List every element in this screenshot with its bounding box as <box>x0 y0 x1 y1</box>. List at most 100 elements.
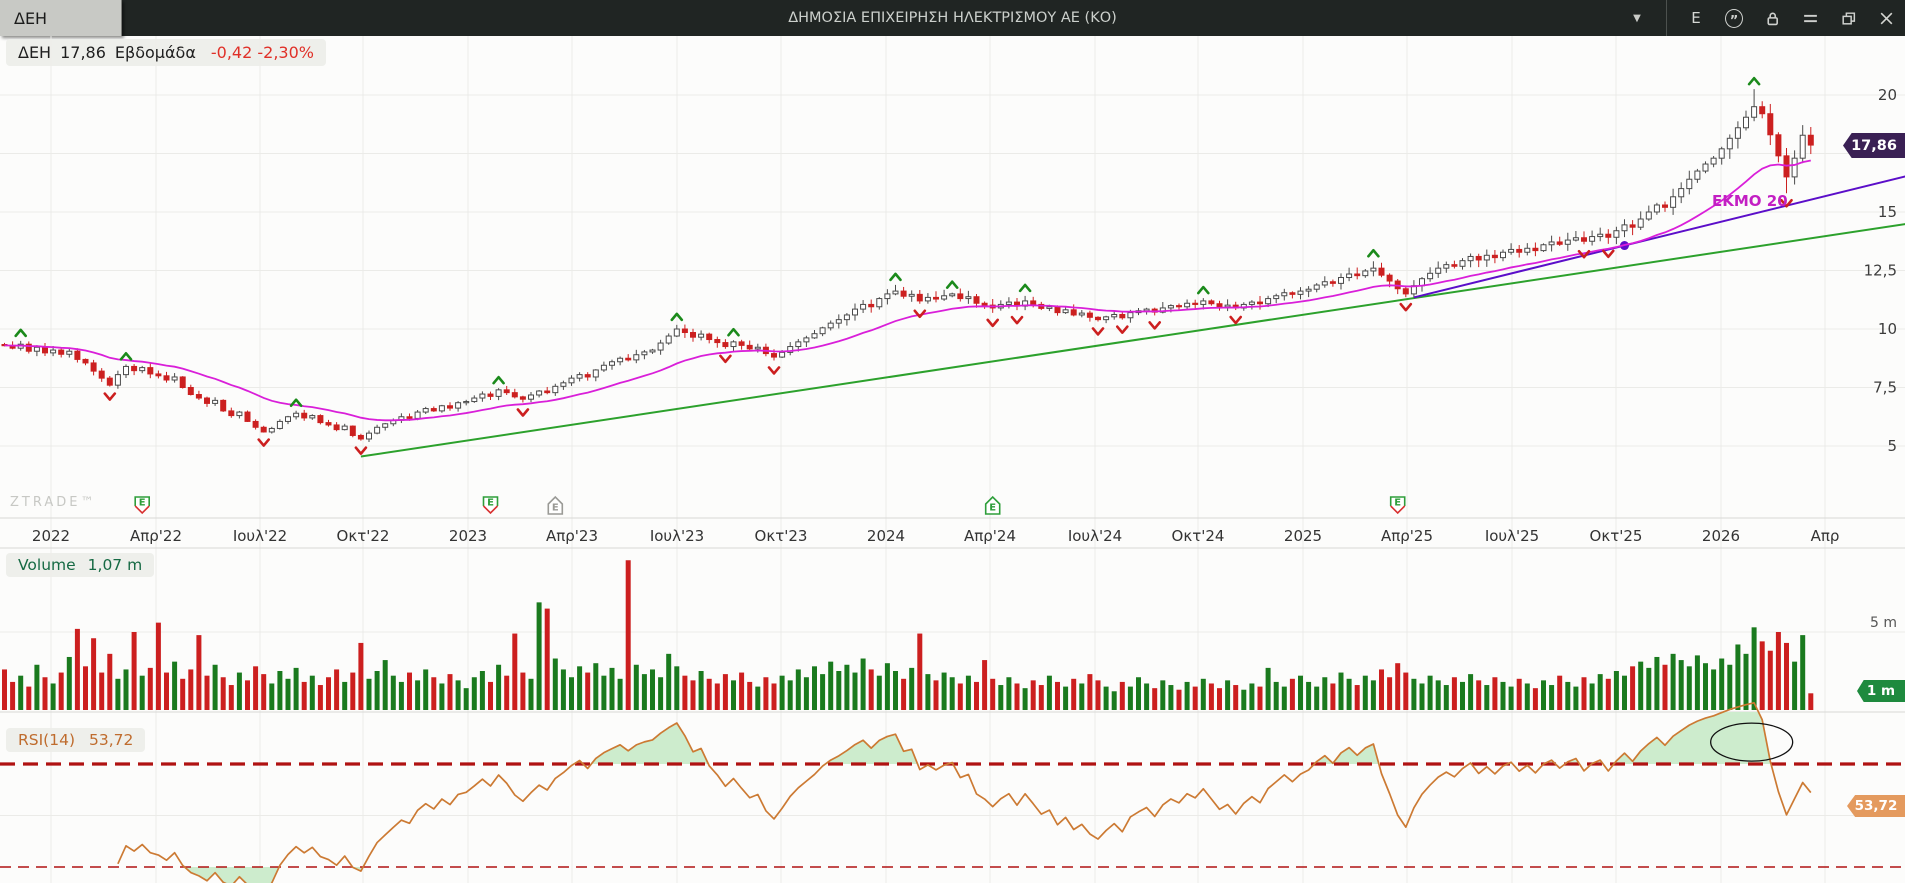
volume-bar <box>1192 686 1198 710</box>
legend-period[interactable]: Εβδομάδα <box>114 43 196 62</box>
candle-body <box>325 422 332 426</box>
volume-bar <box>593 663 599 710</box>
candle-body <box>341 425 348 431</box>
volume-bar <box>1751 627 1757 710</box>
event-marker-icon[interactable]: E <box>134 496 150 515</box>
volume-bar <box>1217 688 1222 710</box>
volume-bar <box>828 661 834 710</box>
volume-bar <box>415 680 421 710</box>
volume-bar <box>803 677 809 710</box>
candle-body <box>1070 309 1077 316</box>
candle-body <box>204 397 210 404</box>
volume-bar <box>1630 666 1636 710</box>
candle-body <box>301 412 308 419</box>
price-axis-label: 10 <box>1878 320 1897 338</box>
event-letter: E <box>1394 498 1401 509</box>
candle-body <box>33 346 40 352</box>
candle-body <box>309 415 316 419</box>
volume-bar <box>1046 675 1052 710</box>
candle-body <box>1329 281 1336 284</box>
candle-body <box>252 420 259 428</box>
fractal-down-icon <box>1602 249 1615 259</box>
candle-body <box>1265 298 1272 305</box>
candle-body <box>795 341 802 348</box>
candle-body <box>924 296 931 302</box>
candle-body <box>163 375 170 381</box>
volume-bar <box>909 667 915 710</box>
volume-bar <box>164 672 169 710</box>
rsi-legend: RSI(14) 53,72 <box>6 728 146 752</box>
volume-bar <box>949 677 955 710</box>
symbol-tab[interactable]: ΔΕΗ <box>0 0 122 36</box>
volume-bar <box>1200 678 1206 710</box>
candle-body <box>463 401 470 404</box>
volume-bar <box>1411 678 1417 710</box>
candle-body <box>827 322 834 329</box>
volume-bar <box>933 680 939 710</box>
fractal-down-icon <box>1780 198 1793 208</box>
volume-bar <box>925 674 931 710</box>
menu-icon[interactable] <box>1801 9 1819 27</box>
volume-bar <box>1735 644 1741 710</box>
volume-bar <box>496 664 502 710</box>
volume-bar <box>1468 674 1474 710</box>
event-marker-icon[interactable]: E <box>547 495 564 515</box>
volume-bar <box>228 685 234 710</box>
volume-bar <box>747 681 753 710</box>
volume-value: 1,07 m <box>87 556 143 574</box>
candle-body <box>1030 300 1037 305</box>
candle-body <box>1281 292 1288 297</box>
quote-icon[interactable]: ” <box>1725 8 1743 28</box>
volume-bar <box>447 674 453 710</box>
candle-body <box>665 335 672 344</box>
fractal-up-icon <box>727 327 740 337</box>
candle-body <box>1184 302 1191 308</box>
candle-body <box>333 424 340 431</box>
e-button[interactable]: E <box>1691 9 1701 27</box>
price-axis-label: 12,5 <box>1864 262 1897 280</box>
candle-body <box>746 344 753 350</box>
candle-body <box>276 420 283 429</box>
candle-body <box>1119 313 1126 319</box>
chevron-down-icon[interactable]: ▼ <box>1633 12 1641 24</box>
candle-body <box>1751 106 1758 118</box>
candle-body <box>1743 116 1749 129</box>
candle-body <box>1451 264 1458 267</box>
volume-bar <box>334 669 340 710</box>
date-axis-label: Απρ <box>1811 527 1840 545</box>
volume-bar <box>544 608 550 710</box>
last-volume-badge: 1 m <box>1857 680 1905 702</box>
volume-bar <box>1233 685 1239 710</box>
rsi-line <box>117 701 1812 883</box>
lock-icon[interactable] <box>1763 9 1781 27</box>
candle-body <box>1443 264 1450 269</box>
candle-body <box>349 425 356 436</box>
candle-body <box>1127 312 1134 319</box>
close-window-icon[interactable] <box>1877 9 1895 27</box>
date-axis-label: Ιουλ'23 <box>650 527 704 545</box>
volume-label: Volume <box>18 556 76 574</box>
candle-body <box>1176 305 1182 308</box>
volume-bar <box>1557 675 1563 710</box>
chart-canvas[interactable]: E E E E E 2022 Απρ'22 Ιουλ'22 Οκτ'22 2023 Απρ'23 Ιο… <box>0 36 1905 883</box>
candle-body <box>1386 274 1393 282</box>
fractal-up-icon <box>492 375 505 385</box>
volume-bar <box>253 666 259 710</box>
volume-bar <box>1775 632 1781 710</box>
event-marker-icon[interactable]: E <box>482 496 499 515</box>
candle-body <box>236 411 243 417</box>
candle-body <box>1799 134 1806 159</box>
candle-body <box>771 353 777 358</box>
volume-bar <box>107 653 113 710</box>
event-marker-icon[interactable]: E <box>1389 496 1406 515</box>
event-marker-icon[interactable]: E <box>984 495 1001 515</box>
volume-bar <box>1646 667 1652 710</box>
restore-window-icon[interactable] <box>1839 9 1857 27</box>
candle-body <box>908 293 915 297</box>
legend-change: -0,42 -2,30% <box>210 43 314 62</box>
candle-body <box>1046 306 1053 309</box>
fractal-up-icon <box>289 398 303 408</box>
candle-body <box>544 390 551 394</box>
volume-bar <box>812 666 817 710</box>
volume-bar <box>1670 653 1676 710</box>
